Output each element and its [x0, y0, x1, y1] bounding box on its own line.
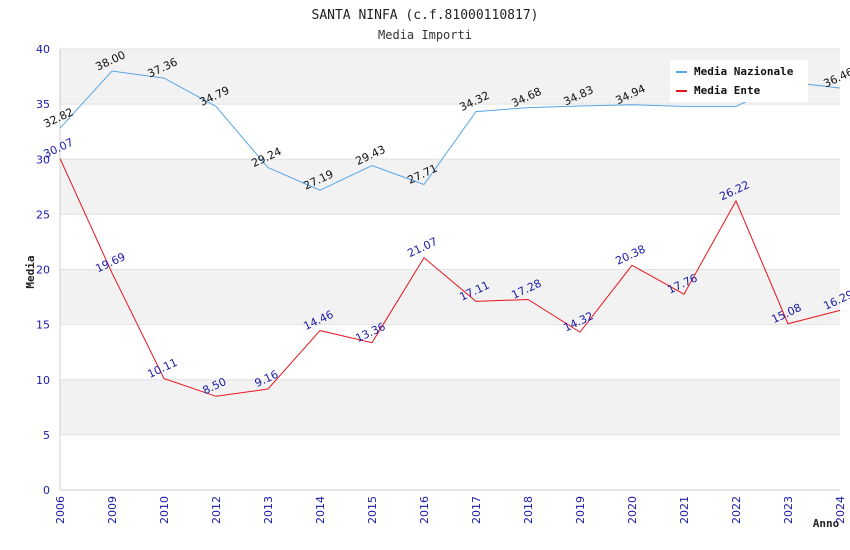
legend-label-ente: Media Ente	[694, 84, 761, 97]
band	[60, 379, 840, 435]
y-tick-label: 40	[36, 43, 50, 56]
y-tick-label: 10	[36, 374, 50, 387]
gridlines	[59, 48, 840, 491]
x-axis-ticks: 2006 2009 2010 2012 2013 2014 2015 2016 2017 2018…	[54, 496, 847, 524]
y-tick-label: 25	[36, 208, 50, 221]
series-line	[59, 158, 841, 397]
x-tick-label: 2009	[106, 496, 119, 524]
x-axis-label: Anno	[813, 517, 840, 530]
legend-box	[670, 60, 808, 102]
y-tick-label: 15	[36, 319, 50, 332]
y-tick-label: 35	[36, 98, 50, 111]
y-axis-ticks: 0 5 10 15 20 25 30 35 40	[36, 43, 50, 497]
y-tick-label: 30	[36, 153, 50, 166]
y-tick-label: 5	[43, 429, 50, 442]
x-tick-label: 2012	[210, 496, 223, 524]
x-tick-label: 2017	[470, 496, 483, 524]
x-tick-label: 2021	[678, 496, 691, 524]
y-tick-label: 20	[36, 264, 50, 277]
band	[60, 104, 840, 160]
band	[60, 324, 840, 380]
chart-title: SANTA NINFA (c.f.81000110817)	[312, 8, 539, 23]
y-axis-label: Media	[24, 255, 37, 288]
x-tick-label: 2019	[574, 496, 587, 524]
x-tick-label: 2013	[262, 496, 275, 524]
series-line	[59, 70, 841, 191]
x-tick-label: 2020	[626, 496, 639, 524]
x-tick-label: 2010	[158, 496, 171, 524]
legend-label-nazionale: Media Nazionale	[694, 65, 794, 78]
x-tick-label: 2006	[54, 496, 67, 524]
chart-subtitle: Media Importi	[378, 28, 472, 42]
x-tick-label: 2023	[782, 496, 795, 524]
y-tick-label: 0	[43, 484, 50, 497]
band	[60, 434, 840, 490]
band	[60, 159, 840, 215]
band	[60, 214, 840, 270]
x-tick-label: 2024	[834, 496, 847, 524]
x-tick-label: 2018	[522, 496, 535, 524]
legend: Media Nazionale Media Ente	[670, 60, 808, 102]
band	[60, 269, 840, 325]
x-tick-label: 2014	[314, 496, 327, 524]
x-tick-label: 2016	[418, 496, 431, 524]
x-tick-label: 2015	[366, 496, 379, 524]
x-tick-label: 2022	[730, 496, 743, 524]
background-bands	[60, 49, 840, 490]
